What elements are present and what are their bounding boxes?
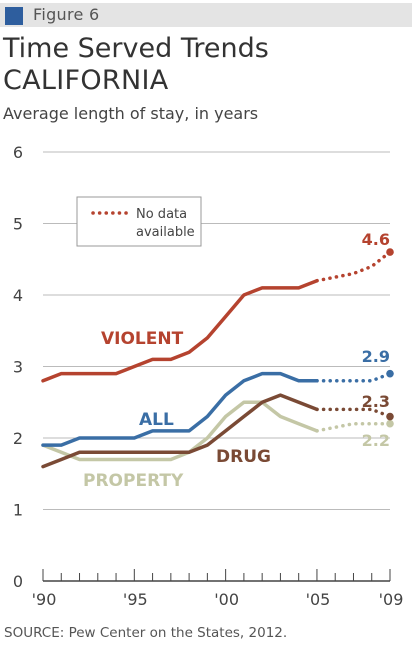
source-note: SOURCE: Pew Center on the States, 2012. bbox=[4, 625, 288, 641]
end-value-label-drug: 2.3 bbox=[362, 392, 390, 411]
x-tick-label-2005: '05 bbox=[306, 590, 331, 609]
legend-label-line2: available bbox=[136, 225, 195, 240]
end-value-label-violent: 4.6 bbox=[362, 230, 390, 249]
series-line-drug bbox=[41, 393, 319, 469]
x-tick-label-1995: '95 bbox=[123, 590, 148, 609]
legend-label-line1: No data bbox=[136, 207, 187, 222]
series-no-data-line-drug bbox=[315, 407, 392, 419]
figure-banner: Figure 6 bbox=[0, 3, 412, 27]
series-line-violent bbox=[41, 278, 319, 383]
figure-marker-square bbox=[5, 7, 23, 25]
series-label-drug: DRUG bbox=[216, 447, 271, 467]
series-label-violent: VIOLENT bbox=[101, 329, 184, 349]
series-line-all bbox=[41, 371, 319, 447]
series-line-property bbox=[41, 400, 319, 462]
y-axis-label: Average length of stay, in years bbox=[3, 104, 259, 123]
y-tick-label-1: 1 bbox=[13, 501, 23, 520]
series-end-point-violent bbox=[386, 248, 394, 256]
x-tick-label-2009: '09 bbox=[379, 590, 404, 609]
x-tick-label-2000: '00 bbox=[214, 590, 239, 609]
y-tick-label-3: 3 bbox=[13, 358, 23, 377]
series-end-point-drug bbox=[386, 412, 394, 421]
figure-label: Figure 6 bbox=[33, 5, 100, 24]
series-no-data-line-all bbox=[315, 371, 392, 383]
y-tick-label-6: 6 bbox=[13, 143, 23, 162]
end-value-label-property: 2.2 bbox=[362, 431, 390, 450]
chart-title: Time Served Trends bbox=[3, 33, 269, 64]
series-label-all: ALL bbox=[139, 410, 174, 430]
series-end-point-property bbox=[386, 419, 394, 428]
y-tick-label-0: 0 bbox=[13, 572, 23, 591]
series-label-property: PROPERTY bbox=[83, 471, 184, 491]
chart-subtitle: CALIFORNIA bbox=[3, 65, 169, 96]
x-tick-label-1990: '90 bbox=[32, 590, 57, 609]
series-end-point-all bbox=[386, 369, 394, 378]
y-tick-label-4: 4 bbox=[13, 286, 23, 305]
series-no-data-line-property bbox=[315, 421, 392, 433]
series-no-data-line-violent bbox=[315, 250, 392, 283]
end-value-label-all: 2.9 bbox=[362, 347, 390, 366]
y-tick-label-5: 5 bbox=[13, 215, 23, 234]
y-tick-label-2: 2 bbox=[13, 429, 23, 448]
legend-box bbox=[76, 196, 202, 247]
